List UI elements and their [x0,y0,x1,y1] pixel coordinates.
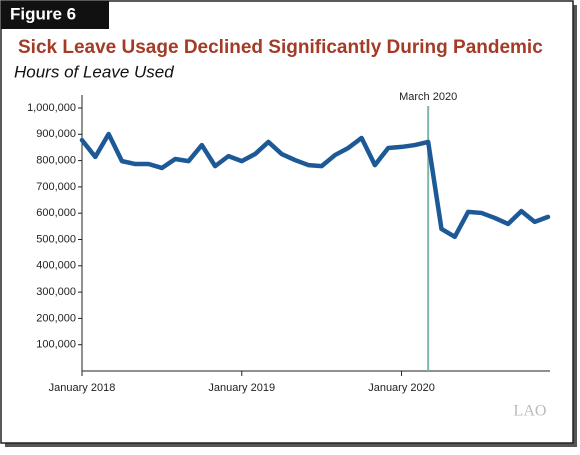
y-tick-label: 800,000 [36,155,76,167]
annotation-label: March 2020 [399,91,457,103]
y-tick-label: 500,000 [36,233,76,245]
chart-title: Sick Leave Usage Declined Significantly … [18,37,543,58]
figure-label: Figure 6 [10,4,76,23]
y-tick-label: 100,000 [36,339,76,351]
figure-tab [1,1,109,29]
x-tick-label: January 2019 [208,382,275,394]
y-tick-label: 300,000 [36,286,76,298]
line-series [79,131,551,240]
x-tick-label: January 2018 [49,382,116,394]
y-tick-label: 1,000,000 [27,102,76,114]
x-tick-label: January 2020 [368,382,435,394]
frame [0,0,574,444]
y-tick-label: 900,000 [36,128,76,140]
logo: LAO [514,403,547,420]
y-tick-label: 200,000 [36,312,76,324]
y-tick-label: 400,000 [36,260,76,272]
chart-subtitle: Hours of Leave Used [14,62,174,81]
y-tick-label: 700,000 [36,181,76,193]
y-tick-label: 600,000 [36,207,76,219]
